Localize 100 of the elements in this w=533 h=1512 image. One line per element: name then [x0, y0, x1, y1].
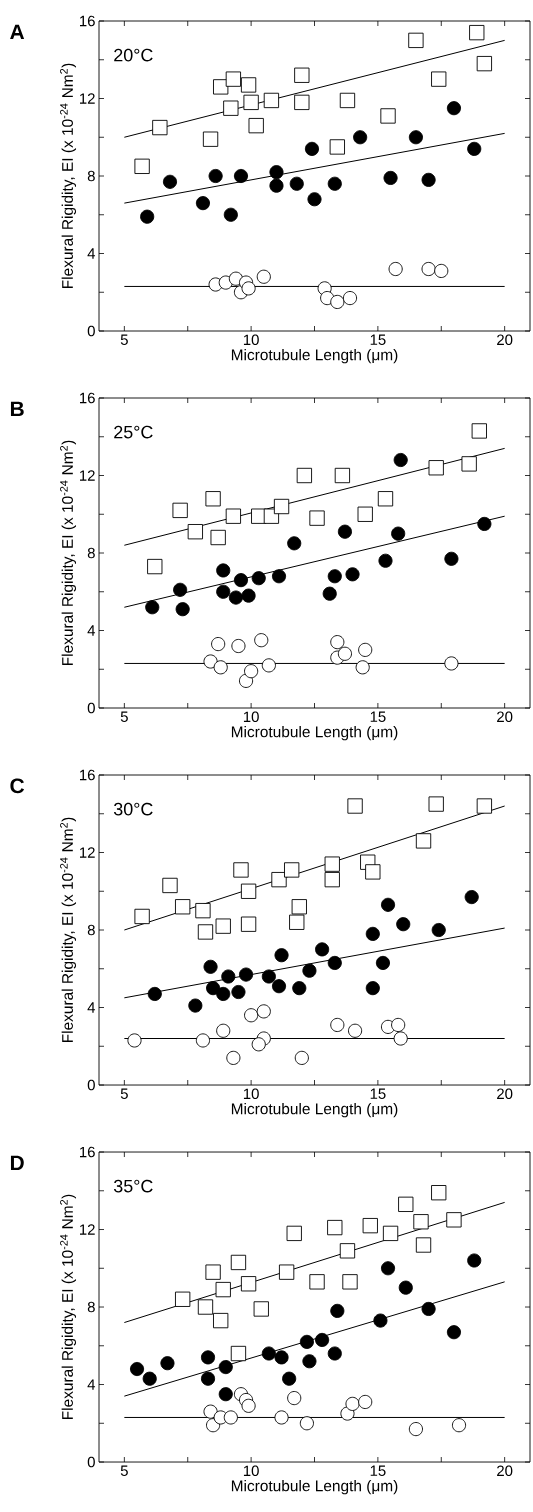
point	[337, 646, 352, 661]
point	[200, 1371, 216, 1386]
point	[216, 986, 231, 1001]
point	[175, 602, 190, 617]
point	[408, 130, 423, 145]
point	[315, 1332, 330, 1347]
y-axis-title: Flexural Rigidity, EI (x 10$^{-24}$ Nm$^{2}$)	[60, 63, 77, 289]
point	[358, 642, 373, 657]
x-tick-label: 10	[243, 1465, 259, 1477]
point	[408, 32, 424, 49]
point	[197, 1299, 214, 1315]
point	[213, 660, 228, 675]
point	[431, 922, 446, 938]
point	[327, 176, 342, 191]
point	[315, 942, 330, 957]
point	[380, 897, 396, 912]
y-tick-label: 8	[87, 1301, 95, 1313]
point	[241, 1398, 256, 1413]
point	[254, 633, 269, 648]
y-tick-label: 0	[87, 1456, 95, 1468]
point	[471, 423, 487, 439]
point	[216, 1023, 231, 1038]
point	[451, 1418, 467, 1433]
point	[327, 955, 342, 970]
x-axis-title: Microtubule Length (μm)	[231, 1479, 398, 1495]
point	[273, 498, 290, 515]
y-tick-label: 12	[80, 847, 95, 858]
point	[434, 263, 449, 278]
y-axis-title: Flexural Rigidity, EI (x 10$^{-24}$ Nm$^{2}$)	[60, 440, 77, 666]
point	[203, 959, 218, 974]
x-tick-label: 5	[120, 1088, 128, 1099]
point	[134, 158, 150, 174]
point	[444, 551, 459, 566]
point	[324, 856, 340, 872]
point	[294, 67, 310, 83]
x-tick-label: 15	[370, 1088, 386, 1099]
y-tick-label: 12	[80, 93, 95, 104]
point	[271, 569, 287, 584]
point	[213, 1312, 229, 1329]
point	[261, 1346, 276, 1361]
point	[173, 582, 188, 597]
x-axis-title: Microtubule Length (μm)	[231, 348, 398, 364]
point	[347, 798, 363, 814]
point	[284, 862, 300, 878]
point	[324, 871, 340, 888]
x-axis-title: Microtubule Length (μm)	[231, 1102, 398, 1118]
point	[162, 174, 178, 189]
point	[348, 1023, 363, 1038]
point	[299, 1416, 314, 1431]
point	[307, 192, 322, 207]
point	[380, 108, 396, 124]
point	[289, 176, 304, 191]
x-tick-label: 20	[497, 711, 513, 723]
point	[215, 918, 231, 934]
chart-title: D	[10, 1155, 24, 1171]
point	[160, 1356, 175, 1371]
y-tick-label: 0	[87, 1079, 95, 1091]
point	[263, 92, 280, 109]
point	[357, 506, 373, 522]
point	[208, 168, 223, 184]
point	[240, 1276, 257, 1292]
chart-title: B	[10, 401, 24, 417]
point	[309, 1274, 325, 1290]
point	[233, 573, 249, 588]
point	[327, 1346, 342, 1361]
x-tick-label: 10	[243, 334, 259, 346]
point	[476, 55, 493, 72]
point	[393, 1031, 408, 1046]
y-tick-label: 12	[80, 470, 95, 481]
point	[334, 467, 351, 484]
point	[240, 916, 257, 932]
point	[339, 1243, 356, 1259]
point	[239, 967, 254, 982]
point	[393, 452, 408, 468]
point	[294, 1050, 309, 1065]
point	[304, 141, 320, 156]
x-tick-label: 10	[243, 711, 259, 723]
point	[408, 1422, 423, 1437]
point	[378, 553, 393, 568]
point	[330, 1303, 345, 1318]
y-tick-label: 4	[87, 625, 96, 636]
point	[269, 178, 284, 193]
chart-title: A	[10, 24, 25, 40]
point	[223, 100, 239, 116]
point	[231, 638, 246, 654]
point	[244, 664, 259, 679]
x-tick-label: 5	[120, 711, 128, 722]
point	[294, 94, 310, 111]
point	[256, 1004, 271, 1019]
y-tick-label: 4	[87, 248, 96, 259]
point	[216, 563, 231, 578]
point	[187, 524, 203, 540]
point	[274, 1410, 289, 1425]
y-axis-title: Flexural Rigidity, EI (x 10$^{-24}$ Nm$^{2}$)	[60, 817, 77, 1043]
point	[373, 1313, 388, 1328]
point	[464, 890, 479, 905]
point	[140, 209, 155, 224]
point	[228, 590, 243, 605]
point	[375, 955, 390, 970]
point	[431, 1185, 447, 1201]
